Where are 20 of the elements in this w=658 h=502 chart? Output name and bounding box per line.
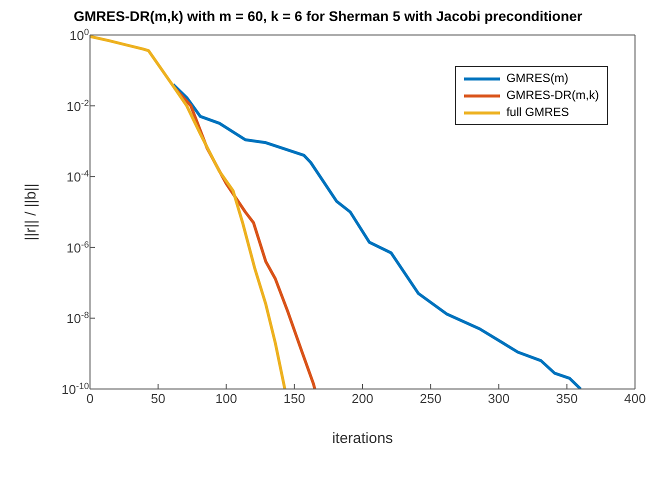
x-tick-label: 100 — [215, 391, 238, 406]
chart-title: GMRES-DR(m,k) with m = 60, k = 6 for Sherman 5 with Jacobi preconditioner — [72, 8, 584, 26]
legend-label: GMRES(m) — [506, 70, 568, 87]
y-axis-title: ||r|| / ||b|| — [22, 183, 40, 241]
legend-label: GMRES-DR(m,k) — [506, 87, 599, 104]
y-tick-label: 10$^{-4}$ — [66, 168, 89, 185]
x-axis-title: iterations — [332, 430, 393, 447]
x-tick-label: 300 — [488, 391, 510, 406]
y-tick-label: 10$^{-8}$ — [66, 310, 89, 326]
y-tick-label: 10$^{-6}$ — [66, 239, 89, 256]
legend-label: full GMRES — [506, 104, 570, 121]
x-tick-label: 50 — [150, 391, 166, 406]
y-tick-label: 10$^{0}$ — [70, 27, 89, 43]
y-tick-label: 10$^{-2}$ — [66, 98, 89, 114]
x-tick-label: 200 — [352, 391, 374, 406]
x-tick-label: 0 — [86, 391, 94, 406]
x-tick-label: 250 — [420, 391, 442, 406]
x-tick-label: 150 — [284, 391, 306, 406]
x-tick-label: 400 — [624, 391, 646, 406]
x-tick-label: 350 — [556, 391, 578, 406]
